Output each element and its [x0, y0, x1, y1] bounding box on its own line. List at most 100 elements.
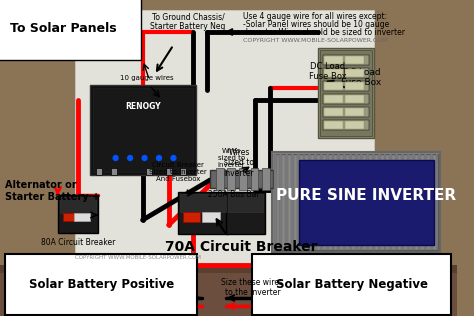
Bar [324, 95, 343, 103]
Circle shape [113, 155, 118, 161]
Text: DC Load
Fuse Box: DC Load Fuse Box [309, 62, 346, 82]
Bar [372, 154, 375, 250]
Bar [202, 212, 220, 222]
Bar [412, 154, 415, 250]
Bar [166, 168, 172, 175]
Bar [60, 197, 96, 213]
Bar [180, 194, 227, 212]
Bar [345, 69, 365, 77]
Bar [285, 154, 288, 250]
Text: RENOGY: RENOGY [125, 102, 160, 111]
Bar [314, 154, 317, 250]
Bar [345, 95, 365, 103]
Bar [389, 154, 392, 250]
Bar [345, 56, 365, 64]
Bar [345, 82, 365, 90]
Bar [309, 154, 311, 250]
Bar [239, 168, 246, 190]
Bar [0, 265, 457, 316]
Bar [58, 195, 98, 233]
Bar [323, 120, 369, 130]
Bar [360, 154, 363, 250]
Bar [323, 55, 369, 65]
Bar [324, 56, 343, 64]
Bar [407, 154, 410, 250]
Bar [92, 88, 193, 172]
Bar [75, 10, 374, 265]
Bar [323, 81, 369, 91]
Bar [63, 213, 78, 221]
Bar [320, 50, 372, 136]
Bar [331, 154, 334, 250]
Bar [302, 154, 305, 250]
Bar [436, 154, 438, 250]
Bar [345, 121, 365, 129]
Circle shape [171, 155, 176, 161]
Text: 70A Circuit Breaker: 70A Circuit Breaker [164, 240, 317, 254]
Bar [0, 265, 457, 273]
Bar [320, 154, 323, 250]
Bar [345, 108, 365, 116]
Bar [318, 48, 374, 138]
Bar [323, 94, 369, 104]
Text: Wires
sized to
inverter: Wires sized to inverter [224, 148, 254, 178]
Bar [183, 212, 201, 222]
Text: DC Load
Fuse Box: DC Load Fuse Box [341, 68, 382, 88]
Text: COPYRIGHT WWW.MOBILE-SOLARPOWER.COM: COPYRIGHT WWW.MOBILE-SOLARPOWER.COM [75, 255, 201, 260]
Bar [323, 68, 369, 78]
Text: Solar Battery Negative: Solar Battery Negative [276, 278, 428, 291]
Bar [210, 170, 273, 188]
Text: Use 4 gauge wire for all wires except:: Use 4 gauge wire for all wires except: [243, 12, 387, 21]
Text: Solar Battery Positive: Solar Battery Positive [28, 278, 174, 291]
Bar [96, 168, 102, 175]
Bar [216, 168, 224, 190]
Bar [251, 168, 258, 190]
Bar [349, 154, 352, 250]
Text: 80A Circuit Breaker: 80A Circuit Breaker [41, 238, 115, 247]
Bar [280, 154, 283, 250]
Bar [291, 154, 294, 250]
Text: COPYRIGHT WWW.MOBILE-SOLARPOWER.COM: COPYRIGHT WWW.MOBILE-SOLARPOWER.COM [243, 38, 387, 43]
Bar [430, 154, 433, 250]
Bar [272, 152, 440, 252]
Bar [343, 154, 346, 250]
Bar [324, 69, 343, 77]
Bar [401, 154, 404, 250]
Circle shape [142, 155, 147, 161]
Bar [324, 121, 343, 129]
Text: To Ground Chassis/
Starter Battery Neg: To Ground Chassis/ Starter Battery Neg [150, 12, 226, 31]
Bar [383, 154, 386, 250]
Circle shape [156, 155, 162, 161]
Text: 250A Bus Bar: 250A Bus Bar [209, 190, 260, 199]
Circle shape [128, 155, 133, 161]
Text: Circuit Breaker
Sized to Inverter
And Fusebox: Circuit Breaker Sized to Inverter And Fu… [149, 162, 207, 182]
Bar [111, 168, 117, 175]
Bar [355, 154, 357, 250]
Text: -Solar Panel wires should be 10 gauge: -Solar Panel wires should be 10 gauge [243, 20, 389, 29]
Bar [228, 168, 235, 190]
Bar [337, 154, 340, 250]
Bar [324, 108, 343, 116]
Text: To Solar Panels: To Solar Panels [9, 22, 116, 35]
Bar [273, 154, 276, 250]
Text: 10 gauge wires: 10 gauge wires [120, 75, 174, 81]
Bar [180, 168, 186, 175]
Bar [146, 168, 152, 175]
Bar [323, 107, 369, 117]
Bar [74, 213, 90, 221]
Bar [324, 82, 343, 90]
Bar [227, 192, 265, 234]
Text: Wires
sized to
inverter: Wires sized to inverter [218, 148, 245, 168]
Text: -Inverter Wires should be sized to inverter: -Inverter Wires should be sized to inver… [243, 28, 405, 37]
Bar [90, 85, 196, 175]
Text: Alternator or
Starter Battery +: Alternator or Starter Battery + [5, 180, 100, 202]
Text: Size these wires
to the inverter: Size these wires to the inverter [221, 278, 283, 297]
Bar [299, 160, 434, 245]
Bar [228, 194, 263, 212]
Bar [326, 154, 328, 250]
Bar [178, 192, 228, 234]
Bar [366, 154, 369, 250]
Bar [273, 154, 438, 250]
Bar [262, 168, 270, 190]
Text: PURE SINE INVERTER: PURE SINE INVERTER [276, 189, 456, 204]
